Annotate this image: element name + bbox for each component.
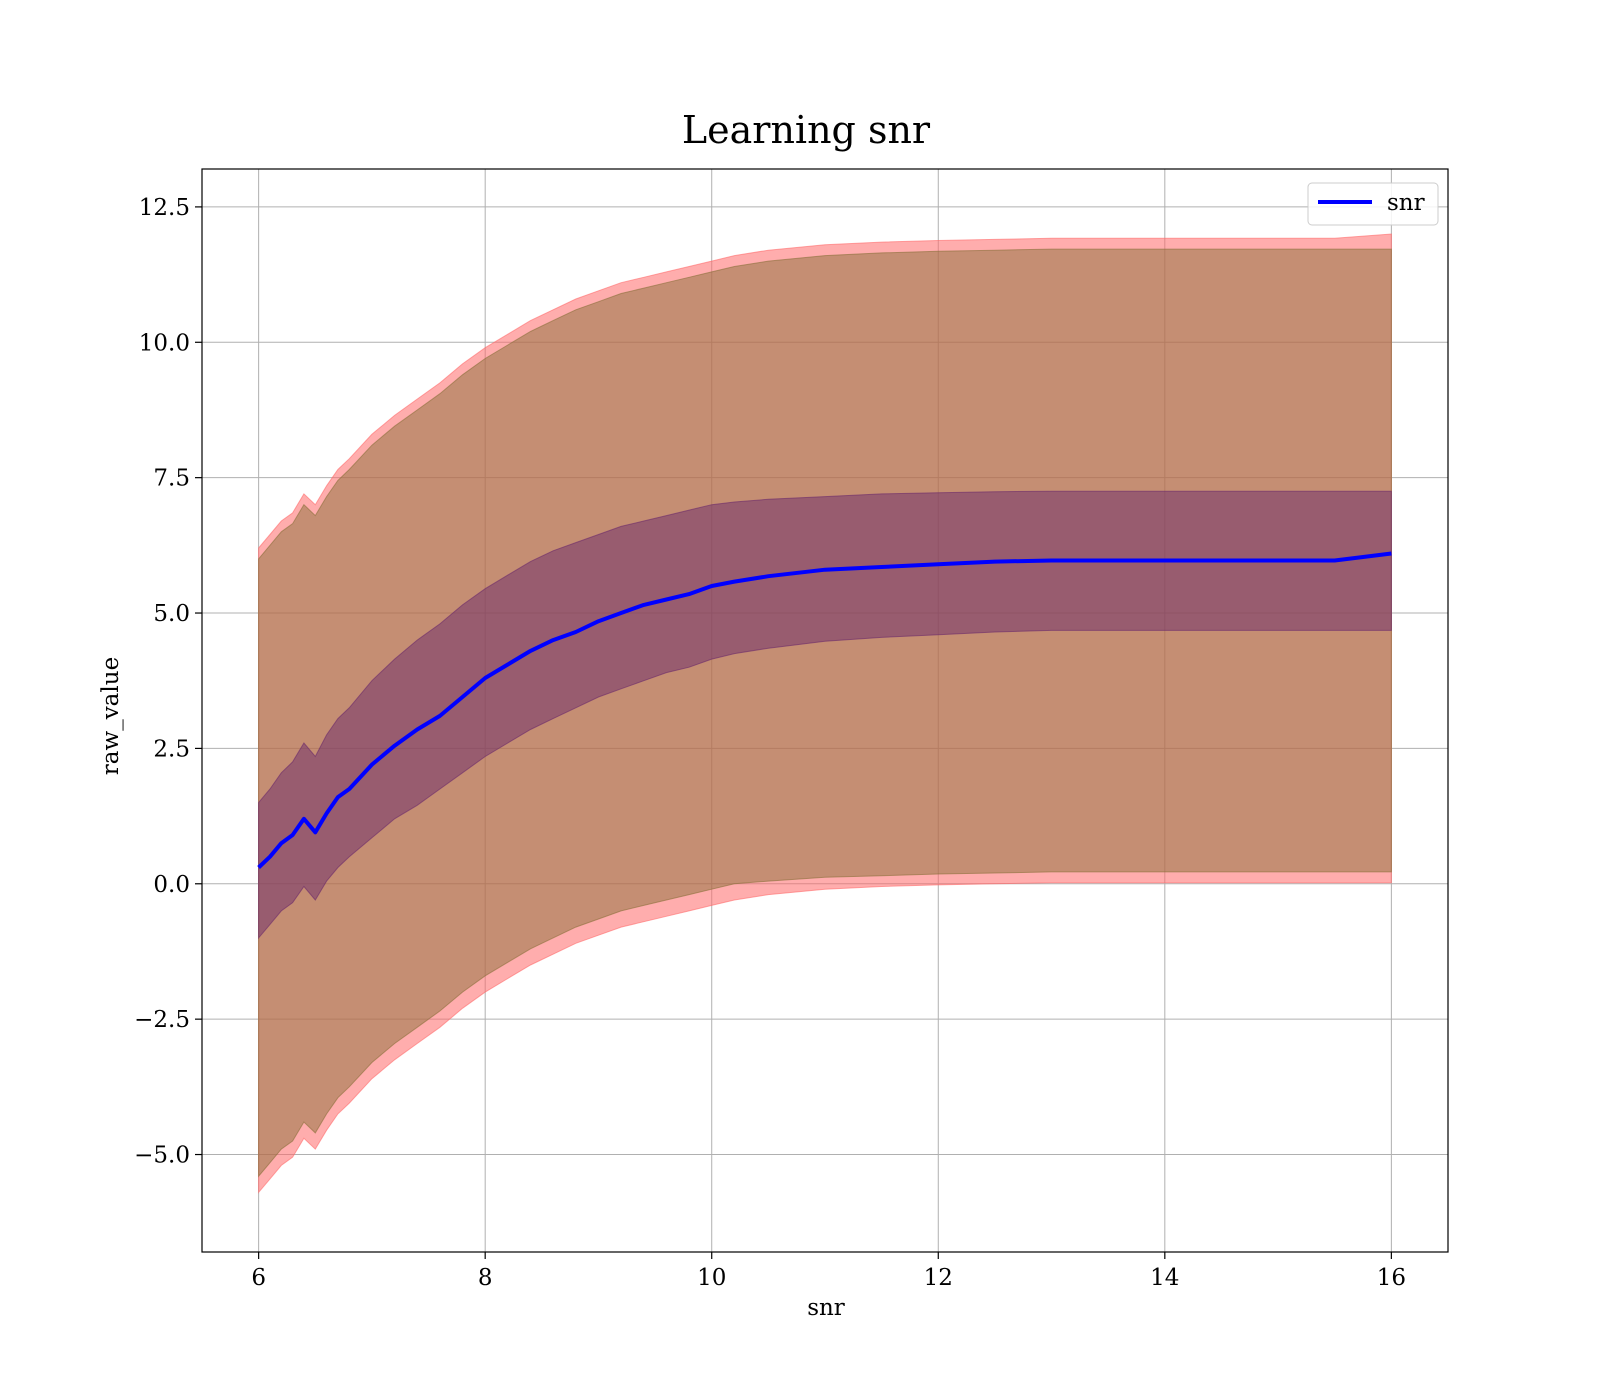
legend-label-snr: snr — [1387, 190, 1425, 216]
x-tick-label: 6 — [251, 1265, 266, 1291]
x-tick-label: 14 — [1150, 1265, 1179, 1291]
y-tick-label: 7.5 — [153, 466, 190, 492]
legend-box — [1307, 182, 1439, 226]
y-tick-label: 12.5 — [139, 195, 190, 221]
x-tick-label: 10 — [697, 1265, 726, 1291]
x-axis-label: snr — [807, 1295, 845, 1321]
y-tick-label: 2.5 — [153, 736, 190, 762]
series-line-snr — [257, 551, 1392, 869]
x-tick-label: 12 — [924, 1265, 953, 1291]
y-tick-label: 0.0 — [153, 872, 190, 898]
series-lines — [257, 551, 1392, 869]
confidence-bands — [258, 233, 1392, 1194]
band-1 — [258, 248, 1392, 1178]
plot-frame — [201, 168, 1449, 1253]
x-tick-label: 16 — [1377, 1265, 1406, 1291]
legend: snr — [1307, 182, 1439, 226]
y-tick-label: −2.5 — [134, 1007, 190, 1033]
y-tick-label: −5.0 — [134, 1143, 190, 1169]
y-tick-label: 5.0 — [153, 601, 190, 627]
axis-ticks: 6 8 10 12 14 16 −5.0 −2.5 0.0 2.5 5.0 7.5 10.0 12.5 — [134, 195, 1406, 1291]
band-2 — [258, 490, 1392, 940]
y-axis-label: raw_value — [98, 657, 124, 775]
x-tick-label: 8 — [478, 1265, 493, 1291]
y-tick-label: 10.0 — [139, 330, 190, 356]
chart-title: Learning snr — [682, 108, 931, 152]
